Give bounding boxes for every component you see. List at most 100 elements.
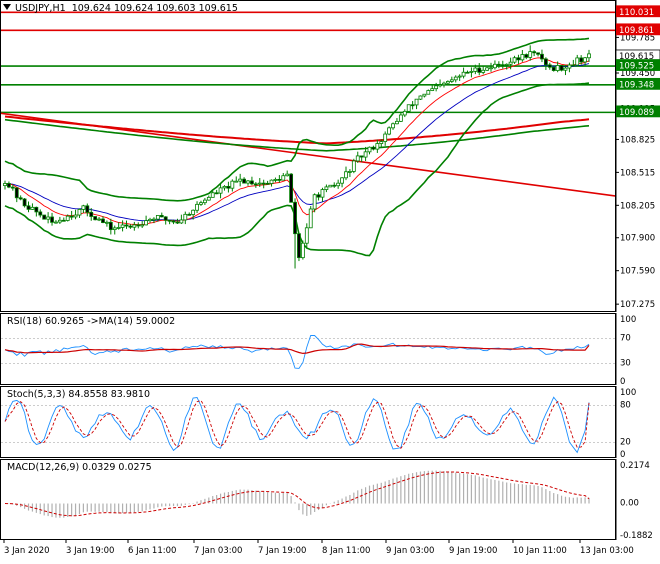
stochastic-axis: 100 80 20 0	[616, 386, 660, 458]
price-level-tag	[616, 23, 660, 36]
candle-body	[414, 98, 419, 106]
candle-body	[316, 194, 321, 198]
candle-body	[179, 219, 184, 224]
candle-body	[308, 208, 313, 229]
candle-body	[89, 211, 94, 217]
price-level-tag	[616, 77, 660, 90]
price-level-tag	[616, 105, 660, 118]
candle-body	[171, 220, 176, 223]
candle-body	[543, 58, 548, 66]
candle-body	[54, 221, 58, 224]
candle-body	[273, 178, 278, 181]
candle-body	[202, 199, 207, 204]
macd-canvas	[4, 470, 590, 518]
price-level-tag-label: 109.615	[619, 52, 654, 62]
candle-body	[183, 213, 188, 221]
candle-body	[363, 151, 368, 158]
candle-body	[551, 66, 556, 71]
candle-body	[218, 187, 223, 194]
candle-body	[234, 180, 239, 183]
candle-body	[163, 216, 168, 221]
candle-body	[434, 85, 439, 90]
stochastic-tick-label: 0	[620, 450, 625, 458]
price-axis[interactable]: 109.785109.450109.115108.825108.515108.2…	[616, 0, 660, 312]
time-axis: 3 Jan 2020 3 Jan 19:00 6 Jan 11:00 7 Jan 03…	[0, 540, 660, 560]
candle-body	[293, 201, 297, 235]
fast-moving-average-line	[4, 57, 590, 226]
candle-body	[191, 209, 196, 215]
price-tick-label: 109.450	[620, 69, 655, 79]
candle-body	[559, 65, 564, 71]
candle-body	[485, 67, 489, 71]
candle-body	[34, 206, 39, 213]
candle-body	[18, 197, 23, 200]
candle-body	[269, 179, 274, 184]
candle-body	[453, 76, 458, 81]
stochastic-pane[interactable]: Stoch(5,3,3) 84.8558 83.9810	[0, 386, 616, 458]
candle-body	[348, 171, 352, 173]
candle-body	[238, 178, 243, 182]
candle-body	[493, 63, 497, 69]
collapse-triangle-icon[interactable]	[3, 4, 11, 10]
rsi-tick-label: 0	[620, 377, 625, 385]
candle-body	[140, 224, 145, 227]
candle-body	[108, 221, 113, 231]
candle-body	[206, 196, 211, 201]
candle-body	[210, 192, 215, 198]
candle-body	[481, 69, 486, 73]
candle-body	[57, 219, 62, 223]
candle-body	[489, 67, 493, 70]
time-axis-canvas: 3 Jan 2020 3 Jan 19:00 6 Jan 11:00 7 Jan 03…	[3, 540, 634, 556]
macd-pane[interactable]: MACD(12,26,9) 0.0329 0.0275	[0, 459, 616, 540]
candle-body	[555, 65, 560, 71]
long-moving-average-line	[4, 115, 590, 145]
candle-body	[242, 178, 246, 184]
candle-body	[547, 64, 552, 68]
candle-body	[402, 110, 407, 116]
candle-body	[10, 186, 15, 189]
chart-title: USDJPY,H1 109.624 109.624 109.603 109.61…	[3, 3, 238, 14]
candle-body	[496, 63, 501, 66]
candle-body	[324, 186, 329, 190]
candle-body	[512, 57, 517, 63]
time-tick-label: 9 Jan 19:00	[449, 546, 497, 556]
rsi-label: RSI(18) 60.9265 ->MA(14) 59.0002	[7, 316, 176, 327]
candle-body	[587, 53, 591, 59]
candle-body	[371, 146, 376, 150]
candle-body	[246, 180, 250, 184]
candle-body	[281, 175, 286, 181]
candle-body	[152, 218, 156, 221]
candle-body	[528, 51, 533, 58]
rsi-tick-label: 100	[620, 315, 636, 325]
candle-body	[563, 67, 568, 71]
candle-body	[520, 54, 525, 61]
time-tick-label: 3 Jan 2020	[4, 546, 50, 556]
candle-body	[26, 205, 31, 210]
candle-body	[504, 63, 509, 66]
candle-body	[73, 214, 78, 218]
price-level-tag-label: 109.089	[619, 108, 654, 118]
price-chart-pane[interactable]: USDJPY,H1 109.624 109.624 109.603 109.61…	[0, 0, 616, 312]
price-level-tag-label: 109.861	[619, 26, 654, 36]
stochastic-axis-canvas: 100 80 20 0	[616, 386, 636, 458]
candle-body	[144, 220, 149, 226]
macd-axis: 0.2174 0.00 -0.1882	[616, 459, 660, 540]
candle-body	[449, 79, 454, 82]
candle-body	[124, 224, 129, 227]
stochastic-tick-label: 100	[620, 388, 636, 398]
candle-body	[112, 227, 117, 231]
candle-body	[120, 224, 125, 228]
rsi-moving-average-line	[4, 343, 590, 355]
candle-body	[105, 221, 109, 224]
macd-axis-canvas: 0.2174 0.00 -0.1882	[616, 459, 653, 540]
candle-body	[524, 54, 529, 58]
candle-body	[132, 224, 137, 228]
price-tick-label: 108.515	[620, 168, 655, 178]
time-tick-label: 7 Jan 19:00	[258, 546, 306, 556]
candle-body	[175, 221, 180, 224]
candle-body	[199, 202, 203, 205]
candle-body	[336, 182, 341, 187]
rsi-pane[interactable]: RSI(18) 60.9265 ->MA(14) 59.0002	[0, 313, 616, 385]
candle-body	[14, 187, 19, 199]
stochastic-tick-label: 20	[620, 438, 631, 448]
